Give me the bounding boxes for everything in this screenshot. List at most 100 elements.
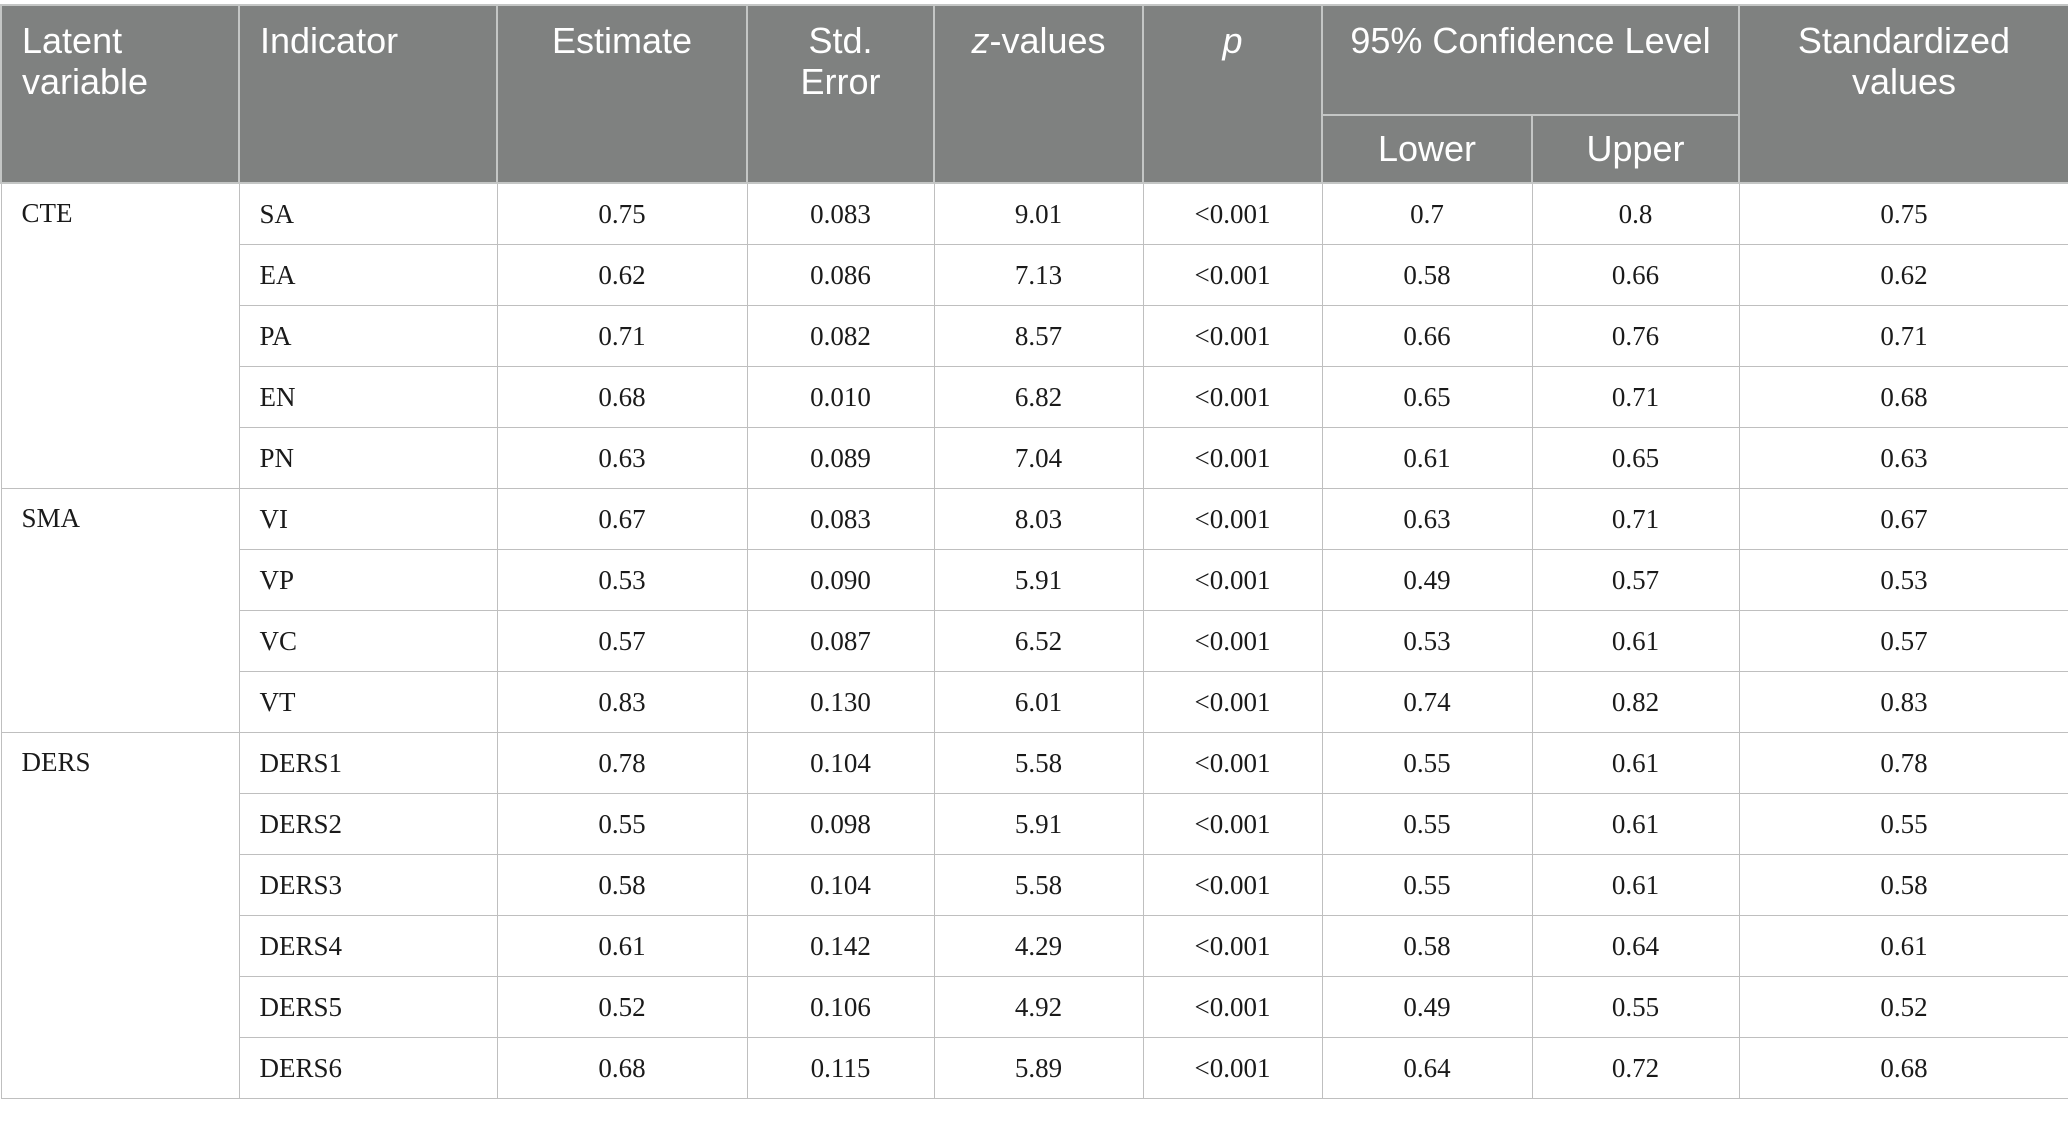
- table-row: EN 0.68 0.010 6.82 <0.001 0.65 0.71 0.68: [1, 366, 2068, 428]
- cell-z-value: 7.04: [933, 427, 1144, 489]
- header-indicator: Indicator: [238, 4, 498, 184]
- cell-estimate: 0.78: [496, 732, 748, 794]
- cfa-results-table: Latent variable Indicator Estimate Std. …: [0, 4, 2068, 1099]
- cell-z-value: 5.91: [933, 793, 1144, 855]
- cell-z-value: 7.13: [933, 244, 1144, 306]
- table-row: VP 0.53 0.090 5.91 <0.001 0.49 0.57 0.53: [1, 549, 2068, 611]
- cell-std-error: 0.115: [746, 1037, 935, 1099]
- cell-p-value: <0.001: [1142, 182, 1323, 245]
- cell-standardized: 0.75: [1738, 182, 2068, 245]
- cell-ci-lower: 0.58: [1321, 244, 1533, 306]
- cell-estimate: 0.75: [496, 182, 748, 245]
- cell-estimate: 0.62: [496, 244, 748, 306]
- cell-standardized: 0.58: [1738, 854, 2068, 916]
- cell-std-error: 0.010: [746, 366, 935, 428]
- cell-ci-upper: 0.82: [1531, 671, 1740, 733]
- cell-p-value: <0.001: [1142, 244, 1323, 306]
- cell-ci-lower: 0.49: [1321, 976, 1533, 1038]
- cell-indicator: VP: [238, 549, 498, 611]
- cell-indicator: DERS1: [238, 732, 498, 794]
- cell-ci-upper: 0.65: [1531, 427, 1740, 489]
- cell-z-value: 5.58: [933, 732, 1144, 794]
- cell-ci-upper: 0.55: [1531, 976, 1740, 1038]
- table-header: Latent variable Indicator Estimate Std. …: [0, 4, 2068, 184]
- cell-ci-lower: 0.55: [1321, 732, 1533, 794]
- cell-p-value: <0.001: [1142, 915, 1323, 977]
- cell-std-error: 0.083: [746, 182, 935, 245]
- cell-ci-upper: 0.64: [1531, 915, 1740, 977]
- cell-z-value: 8.57: [933, 305, 1144, 367]
- cell-std-error: 0.104: [746, 732, 935, 794]
- cell-standardized: 0.53: [1738, 549, 2068, 611]
- cell-p-value: <0.001: [1142, 549, 1323, 611]
- cell-standardized: 0.71: [1738, 305, 2068, 367]
- cell-estimate: 0.63: [496, 427, 748, 489]
- table-body: CTE SA 0.75 0.083 9.01 <0.001 0.7 0.8 0.75 EA 0.62…: [0, 182, 2068, 1099]
- cell-std-error: 0.083: [746, 488, 935, 550]
- cell-indicator: PN: [238, 427, 498, 489]
- cell-ci-lower: 0.65: [1321, 366, 1533, 428]
- table-row: PN 0.63 0.089 7.04 <0.001 0.61 0.65 0.63: [1, 427, 2068, 489]
- cell-z-value: 6.82: [933, 366, 1144, 428]
- table-row: DERS5 0.52 0.106 4.92 <0.001 0.49 0.55 0.52: [1, 976, 2068, 1038]
- cell-ci-upper: 0.61: [1531, 854, 1740, 916]
- cell-p-value: <0.001: [1142, 366, 1323, 428]
- cell-std-error: 0.106: [746, 976, 935, 1038]
- table-row: VC 0.57 0.087 6.52 <0.001 0.53 0.61 0.57: [1, 610, 2068, 672]
- cell-latent-variable: CTE: [0, 182, 240, 489]
- cell-p-value: <0.001: [1142, 671, 1323, 733]
- cell-z-value: 6.01: [933, 671, 1144, 733]
- cell-indicator: DERS2: [238, 793, 498, 855]
- cell-standardized: 0.63: [1738, 427, 2068, 489]
- table-row: VT 0.83 0.130 6.01 <0.001 0.74 0.82 0.83: [1, 671, 2068, 733]
- header-z-suffix: -values: [989, 20, 1106, 61]
- table-row: DERS2 0.55 0.098 5.91 <0.001 0.55 0.61 0.55: [1, 793, 2068, 855]
- cell-standardized: 0.78: [1738, 732, 2068, 794]
- header-z-symbol: z: [971, 20, 990, 61]
- header-p-symbol: p: [1222, 20, 1243, 61]
- table-row: CTE SA 0.75 0.083 9.01 <0.001 0.7 0.8 0.75: [0, 182, 2068, 489]
- cell-standardized: 0.62: [1738, 244, 2068, 306]
- header-std-error: Std. Error: [746, 4, 935, 184]
- cell-std-error: 0.090: [746, 549, 935, 611]
- cell-z-value: 4.92: [933, 976, 1144, 1038]
- cell-ci-upper: 0.72: [1531, 1037, 1740, 1099]
- cell-indicator: DERS6: [238, 1037, 498, 1099]
- cell-standardized: 0.68: [1738, 366, 2068, 428]
- cell-ci-lower: 0.63: [1321, 488, 1533, 550]
- cell-latent-variable: SMA: [0, 488, 240, 733]
- cell-indicator: EA: [238, 244, 498, 306]
- cell-std-error: 0.142: [746, 915, 935, 977]
- table-row: DERS DERS1 0.78 0.104 5.58 <0.001 0.55 0.61 0.78: [0, 732, 2068, 1099]
- cell-ci-upper: 0.61: [1531, 610, 1740, 672]
- cell-standardized: 0.83: [1738, 671, 2068, 733]
- cell-estimate: 0.55: [496, 793, 748, 855]
- cell-p-value: <0.001: [1142, 610, 1323, 672]
- table-row: PA 0.71 0.082 8.57 <0.001 0.66 0.76 0.71: [1, 305, 2068, 367]
- table-row: DERS3 0.58 0.104 5.58 <0.001 0.55 0.61 0.58: [1, 854, 2068, 916]
- header-p: p: [1142, 4, 1323, 184]
- cell-ci-lower: 0.74: [1321, 671, 1533, 733]
- cell-estimate: 0.68: [496, 366, 748, 428]
- cell-indicator: VI: [238, 488, 498, 550]
- cell-estimate: 0.52: [496, 976, 748, 1038]
- cell-z-value: 8.03: [933, 488, 1144, 550]
- cell-std-error: 0.082: [746, 305, 935, 367]
- cell-std-error: 0.130: [746, 671, 935, 733]
- cell-ci-upper: 0.8: [1531, 182, 1740, 245]
- cell-ci-lower: 0.53: [1321, 610, 1533, 672]
- cell-ci-upper: 0.71: [1531, 366, 1740, 428]
- cell-ci-lower: 0.58: [1321, 915, 1533, 977]
- cell-ci-upper: 0.66: [1531, 244, 1740, 306]
- cell-ci-lower: 0.55: [1321, 854, 1533, 916]
- cell-ci-lower: 0.66: [1321, 305, 1533, 367]
- cell-std-error: 0.098: [746, 793, 935, 855]
- cell-latent-variable: DERS: [0, 732, 240, 1099]
- cell-ci-upper: 0.61: [1531, 732, 1740, 794]
- cell-p-value: <0.001: [1142, 732, 1323, 794]
- cell-standardized: 0.55: [1738, 793, 2068, 855]
- cell-ci-lower: 0.55: [1321, 793, 1533, 855]
- cell-estimate: 0.71: [496, 305, 748, 367]
- cell-estimate: 0.68: [496, 1037, 748, 1099]
- cell-indicator: DERS4: [238, 915, 498, 977]
